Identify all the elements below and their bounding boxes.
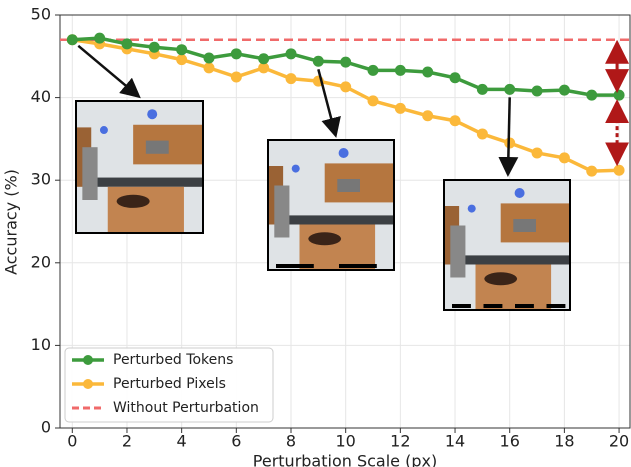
x-tick-label: 6 <box>231 432 241 451</box>
x-tick-label: 16 <box>500 432 520 451</box>
data-point <box>586 90 597 101</box>
data-point <box>368 95 379 106</box>
x-tick-label: 2 <box>122 432 132 451</box>
data-point <box>176 54 187 65</box>
data-point <box>368 65 379 76</box>
lamp <box>468 205 476 213</box>
y-tick-label: 0 <box>41 418 51 437</box>
data-point <box>477 128 488 139</box>
lamp <box>100 126 108 134</box>
data-point <box>149 42 160 53</box>
data-point <box>258 53 269 64</box>
counter <box>287 215 394 224</box>
data-point <box>176 44 187 55</box>
fridge <box>274 186 289 238</box>
data-point <box>614 90 625 101</box>
y-tick-label: 50 <box>31 5 51 24</box>
fridge <box>82 147 97 200</box>
y-tick-label: 30 <box>31 170 51 189</box>
x-tick-label: 8 <box>286 432 296 451</box>
y-axis-label: Accuracy (%) <box>2 169 21 275</box>
stool <box>117 195 150 208</box>
x-tick-label: 0 <box>67 432 77 451</box>
data-point <box>286 48 297 59</box>
x-tick-label: 14 <box>445 432 465 451</box>
lamp <box>147 109 157 119</box>
glitch-bar <box>547 304 566 308</box>
data-point <box>203 52 214 63</box>
x-tick-label: 10 <box>336 432 356 451</box>
island <box>300 225 376 271</box>
island <box>108 187 184 233</box>
data-point <box>532 147 543 158</box>
data-point <box>203 62 214 73</box>
microwave <box>146 141 169 154</box>
data-point <box>504 84 515 95</box>
pointer-arrow <box>318 69 335 133</box>
legend-marker <box>83 379 93 389</box>
data-point <box>313 56 324 67</box>
data-point <box>231 48 242 59</box>
fridge <box>450 226 465 278</box>
legend-label: Perturbed Pixels <box>113 376 226 392</box>
data-point <box>477 84 488 95</box>
microwave <box>513 219 536 232</box>
inset-image <box>268 140 394 270</box>
legend-label: Perturbed Tokens <box>113 352 233 368</box>
chart: Accuracy (%) Perturbation Scale (px) 0 10… <box>0 0 631 467</box>
lamp <box>515 188 525 198</box>
data-point <box>422 66 433 77</box>
microwave <box>337 179 360 192</box>
data-point <box>94 33 105 44</box>
data-point <box>395 103 406 114</box>
legend-label: Without Perturbation <box>113 400 259 416</box>
island <box>476 265 552 311</box>
inset-image <box>444 180 570 310</box>
data-point <box>395 65 406 76</box>
data-point <box>340 81 351 92</box>
x-tick-label: 4 <box>177 432 187 451</box>
x-tick-label: 12 <box>390 432 410 451</box>
lamp <box>292 165 300 173</box>
counter <box>95 178 203 187</box>
legend-marker <box>83 355 93 365</box>
pointer-arrow <box>508 97 510 172</box>
data-point <box>422 110 433 121</box>
y-tick-label: 20 <box>31 252 51 271</box>
data-point <box>340 57 351 68</box>
y-tick-label: 40 <box>31 87 51 106</box>
data-point <box>450 115 461 126</box>
x-tick-label: 18 <box>554 432 574 451</box>
counter <box>463 255 570 264</box>
data-point <box>286 73 297 84</box>
glitch-bar <box>452 304 471 308</box>
data-point <box>559 85 570 96</box>
y-tick-label: 10 <box>31 335 51 354</box>
legend: Perturbed Tokens Perturbed Pixels Without … <box>65 348 273 422</box>
data-point <box>231 71 242 82</box>
inset-image <box>76 101 203 233</box>
glitch-bar <box>276 264 314 268</box>
x-axis-label: Perturbation Scale (px) <box>253 452 437 467</box>
data-point <box>559 152 570 163</box>
data-point <box>614 165 625 176</box>
data-point <box>586 166 597 177</box>
glitch-bar <box>339 264 377 268</box>
stool <box>308 232 341 245</box>
data-point <box>532 85 543 96</box>
data-point <box>450 72 461 83</box>
glitch-bar <box>484 304 503 308</box>
lamp <box>339 148 349 158</box>
data-point <box>67 34 78 45</box>
data-point <box>121 38 132 49</box>
glitch-bar <box>515 304 534 308</box>
stool <box>484 272 517 285</box>
x-tick-label: 20 <box>609 432 629 451</box>
